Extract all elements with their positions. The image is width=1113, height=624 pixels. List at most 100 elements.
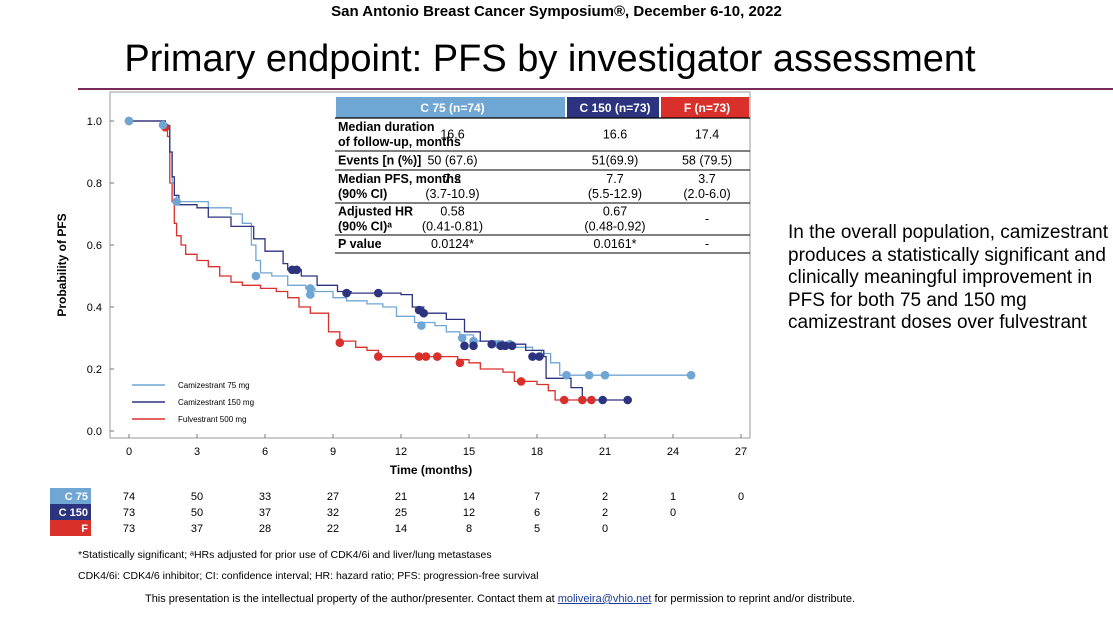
x-tick-label: 18 [531,446,543,458]
table-header-cell [661,97,749,118]
table-column-header: C 150 (n=73) [579,101,650,115]
at-risk-count: 73 [123,523,135,535]
x-tick-label: 15 [463,446,475,458]
table-row-label: Adjusted HR [338,205,413,219]
x-tick-label: 27 [735,446,747,458]
censor-mark-c150 [623,395,632,405]
at-risk-count: 0 [602,523,608,535]
footnote-abbreviations: CDK4/6i: CDK4/6 inhibitor; CI: confidenc… [78,570,539,582]
at-risk-count: 37 [191,523,203,535]
censor-mark-c150 [460,341,469,351]
at-risk-count: 0 [670,507,676,519]
at-risk-count: 27 [327,491,339,503]
footer-text-after: for permission to reprint and/or distrib… [651,593,856,605]
at-risk-count: 8 [466,523,472,535]
copyright-footer: This presentation is the intellectual pr… [0,593,1000,605]
x-axis-label: Time (months) [390,463,472,477]
table-cell-value: (3.7-10.9) [425,187,479,201]
at-risk-label: C 150 [59,507,88,519]
censor-mark-c75 [457,333,467,343]
at-risk-count: 2 [602,507,608,519]
table-header-cell [336,97,565,118]
table-cell-value: 0.0161* [593,237,636,251]
table-cell-value: 7.7 [606,172,623,186]
at-risk-label: C 75 [65,491,88,503]
at-risk-count: 28 [259,523,271,535]
at-risk-count: 12 [463,507,475,519]
censor-mark-f [578,395,587,405]
at-risk-count: 5 [534,523,540,535]
censor-mark-c75 [686,370,696,380]
y-axis-label: Probability of PFS [55,213,69,316]
at-risk-label-box [50,504,91,520]
table-cell-value: 16.6 [440,128,464,142]
table-column-header: F (n=73) [684,101,730,115]
at-risk-count: 7 [534,491,540,503]
table-cell-value: 7.2 [444,172,461,186]
y-tick-label: 0.4 [87,302,102,314]
footer-text-before: This presentation is the intellectual pr… [144,593,558,605]
censor-mark-c75 [158,120,168,130]
censor-mark-c75 [124,116,134,126]
at-risk-count: 33 [259,491,271,503]
censor-mark-f [587,395,596,405]
at-risk-count: 32 [327,507,339,519]
censor-mark-c150 [501,341,510,351]
censor-mark-c150 [342,288,351,298]
censor-mark-c150 [528,352,537,361]
legend-label-c75: Camizestrant 75 mg [178,381,250,390]
slide-title: Primary endpoint: PFS by investigator as… [124,38,976,80]
table-row-label: (90% CI)ᵃ [338,220,392,234]
censor-mark-c150 [535,352,544,361]
x-tick-label: 21 [599,446,611,458]
censor-mark-c75 [562,370,571,380]
plot-frame [109,91,751,439]
censor-mark-f [433,352,442,361]
table-cell-value: 16.6 [603,128,627,142]
contact-email-link[interactable]: moliveira@vhio.net [557,593,652,605]
censor-mark-c75 [251,271,261,281]
censor-mark-f [414,352,424,361]
censor-mark-c150 [469,341,478,351]
x-tick-label: 0 [126,446,132,458]
y-tick-label: 0.8 [87,178,102,190]
x-tick-label: 6 [262,446,268,458]
table-cell-value: 3.7 [698,172,715,186]
table-cell-value: 0.0124* [431,237,474,251]
censor-mark-c75 [600,370,610,380]
table-cell-value: (0.48-0.92) [584,220,645,234]
table-cell-value: - [705,212,709,226]
at-risk-count: 14 [463,491,475,503]
y-tick-label: 1.0 [87,116,102,128]
x-tick-label: 12 [395,446,407,458]
at-risk-count: 50 [191,507,203,519]
censor-mark-c150 [374,288,383,298]
censor-mark-c150 [292,265,301,275]
table-cell-value: 17.4 [695,128,719,142]
table-cell-value: (5.5-12.9) [588,187,642,201]
at-risk-count: 25 [395,507,407,519]
title-divider [78,88,1113,90]
censor-mark-c150 [487,339,497,349]
table-cell-value: (0.41-0.81) [422,220,483,234]
table-cell-value: 50 (67.6) [427,154,477,168]
censor-mark-c150 [507,341,517,351]
at-risk-label-box [50,520,91,536]
table-row-label: Median duration [338,120,435,134]
at-risk-count: 22 [327,523,339,535]
at-risk-label-box [50,488,91,504]
censor-mark-f [421,352,431,361]
censor-mark-f [516,377,526,386]
x-tick-label: 9 [330,446,336,458]
at-risk-count: 50 [191,491,203,503]
censor-mark-f [335,338,345,347]
table-cell-value: - [705,237,709,251]
censor-mark-c75 [417,321,426,330]
table-header-cell [567,97,659,118]
table-row-label: (90% CI) [338,187,387,201]
censor-mark-c150 [419,308,429,318]
km-curve-c150 [129,120,628,401]
km-curve-f [129,120,594,401]
legend-label-f: Fulvestrant 500 mg [178,415,246,424]
